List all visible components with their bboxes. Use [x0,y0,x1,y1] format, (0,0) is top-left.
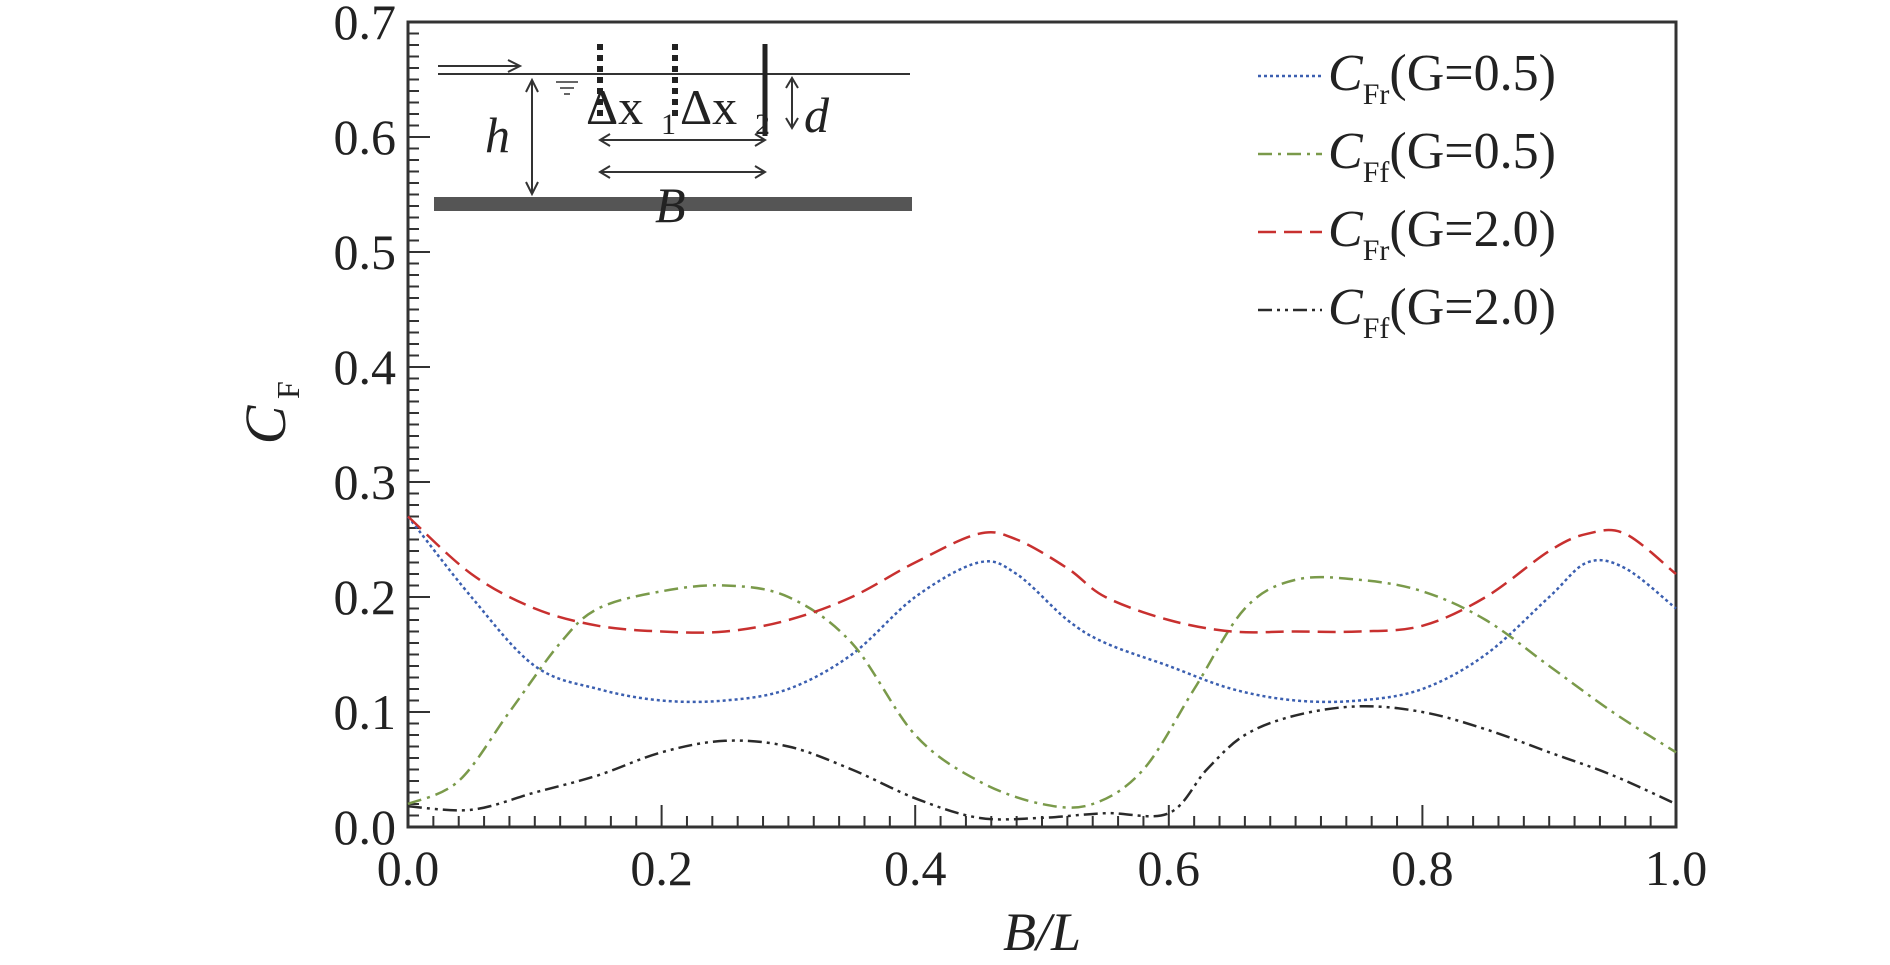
y-tick-label: 0.2 [334,569,397,625]
y-tick-label: 0.0 [334,799,397,855]
x-axis-title: B/L [1003,902,1081,962]
inset-label-dx1-sub: 1 [661,108,676,141]
x-tick-label: 0.6 [1138,840,1201,896]
legend: CFr(G=0.5) CFf(G=0.5) CFr(G=2.0) CFf(G=2.0) [1258,45,1556,345]
legend-label-1: CFr(G=0.5) [1328,45,1556,111]
svg-text:F: F [270,381,306,399]
x-tick-label: 0.8 [1391,840,1454,896]
y-tick-label: 0.4 [334,339,397,395]
inset-label-dx2-sub: 2 [755,108,770,141]
legend-label-3: CFr(G=2.0) [1328,201,1556,267]
y-tick-label: 0.5 [334,224,397,280]
y-axis-title: C F [233,381,306,444]
series-line-4 [407,704,1677,821]
y-tick-label: 0.7 [334,0,397,50]
y-tick-label: 0.6 [334,109,397,165]
x-tick-label: 0.4 [884,840,947,896]
inset-label-dx2: Δx [680,79,737,135]
inset-label-B: B [655,177,686,233]
x-tick-label: 0.2 [630,840,693,896]
svg-text:C: C [233,404,298,444]
inset-label-d: d [804,87,830,143]
series-lines [407,515,1677,821]
legend-label-4: CFf(G=2.0) [1328,279,1556,345]
legend-label-2: CFf(G=0.5) [1328,123,1556,189]
series-line-3 [407,515,1677,634]
x-tick-label: 1.0 [1645,840,1708,896]
inset-label-h: h [485,107,510,163]
series-line-1 [407,515,1677,704]
y-tick-label: 0.1 [334,684,397,740]
x-tick-label: 0.0 [377,840,440,896]
axis-tick-labels: 0.0 0.2 0.4 0.6 0.8 1.0 0.0 0.1 0.2 0.3 0.4 0.5 0.6 0… [334,0,1708,896]
inset-schematic: h d B Δx 1 Δx 2 [434,44,912,233]
axis-ticks [407,21,1677,828]
y-tick-label: 0.3 [334,454,397,510]
series-line-2 [407,575,1677,809]
inset-label-dx1: Δx [586,79,643,135]
